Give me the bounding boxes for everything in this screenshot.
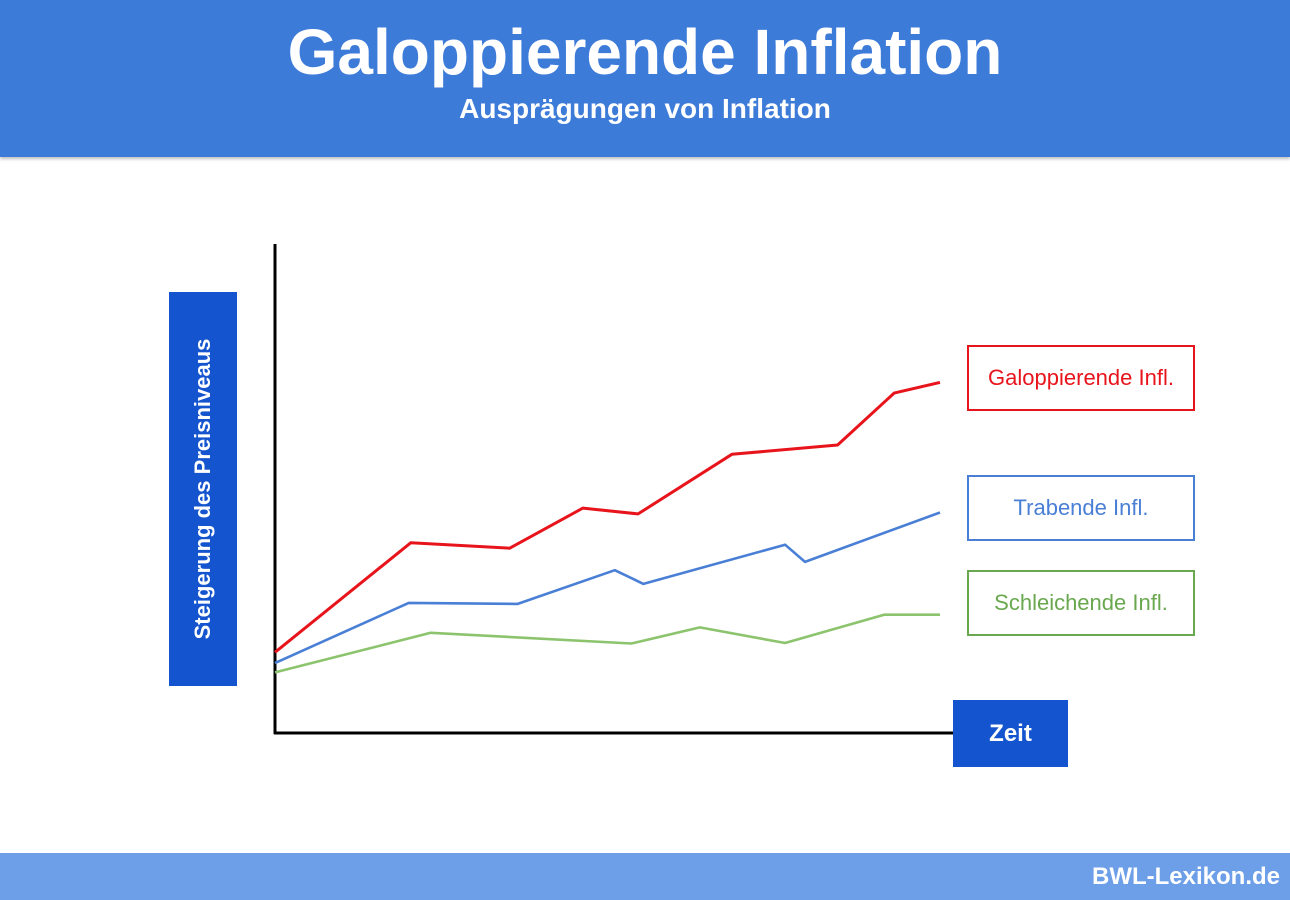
legend-galoppierende-label: Galoppierende Infl. bbox=[988, 365, 1174, 390]
x-axis-label: Zeit bbox=[989, 719, 1032, 747]
footer-brand: BWL-Lexikon.de bbox=[1091, 863, 1280, 890]
x-axis-label-box: Zeit bbox=[953, 700, 1068, 767]
series-trabende-line bbox=[274, 511, 941, 665]
legend-schleichende-label: Schleichende Infl. bbox=[994, 590, 1168, 615]
y-axis-label-box: Steigerung des Preisniveaus bbox=[169, 292, 237, 686]
legend-trabende-label: Trabende Infl. bbox=[1013, 495, 1149, 520]
y-axis-label: Steigerung des Preisniveaus bbox=[190, 338, 215, 640]
header-banner: Galoppierende Inflation Ausprägungen von… bbox=[0, 0, 1290, 157]
legend-schleichende: Schleichende Infl. bbox=[967, 570, 1195, 636]
page-subtitle: Ausprägungen von Inflation bbox=[459, 93, 831, 124]
legend-trabende: Trabende Infl. bbox=[967, 475, 1195, 541]
series-schleichende-line bbox=[274, 613, 940, 674]
page-title: Galoppierende Inflation bbox=[287, 16, 1003, 88]
footer-bar: BWL-Lexikon.de bbox=[0, 853, 1290, 900]
series-layer bbox=[274, 380, 941, 674]
series-galoppierende-line bbox=[274, 380, 941, 654]
legend-galoppierende: Galoppierende Infl. bbox=[967, 345, 1195, 411]
